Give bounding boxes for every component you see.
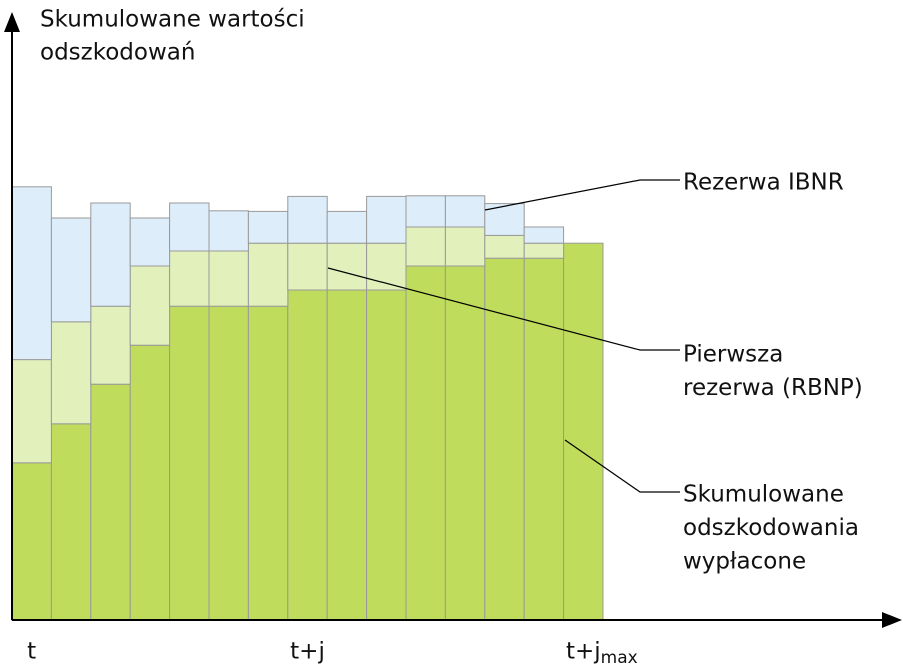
legend-label: rezerwa (RBNP) [683,375,863,401]
bar-segment [11,462,52,621]
bar-segment [405,195,446,228]
x-tick-subscript: max [601,648,638,668]
bar-segment [287,242,328,291]
y-axis-label: Skumulowane wartości [40,7,305,33]
bar-segment [405,226,446,267]
bar-segment [444,265,486,621]
leader-line [564,439,680,493]
bar-segment [247,210,289,244]
bar-segment [169,305,210,621]
bars [11,186,604,621]
bar-segment [208,305,249,621]
bar-segment [208,210,249,252]
bar-segment [563,242,604,621]
bar-segment [50,321,92,425]
bar-segment [90,202,131,307]
bar-segment [326,242,368,291]
bar-segment [50,423,92,621]
bar-segment [247,305,289,621]
bar-segment [11,359,52,464]
x-tick-label: t+j [566,639,601,665]
legend-label: wypłacone [683,549,806,575]
legend-label: Skumulowane [683,482,844,508]
x-tick-label: t [27,639,36,665]
bar-segment [129,265,171,346]
bar-segment [444,226,486,267]
y-axis-label: odszkodowań [40,40,195,66]
bar-segment [326,210,368,244]
bar-segment [50,217,92,323]
bar-segment [444,195,486,228]
bar-segment [326,289,368,621]
bar-segment [366,195,407,244]
leader-line [484,179,680,211]
bar-segment [287,195,328,244]
bar-segment [247,242,289,307]
bar-segment [484,234,525,259]
bar-segment [366,242,407,291]
x-tick-label: t+j [290,639,325,665]
bar-segment [129,217,171,267]
bar-segment [169,202,210,252]
bar-segment [523,242,565,259]
legend-label: Rezerwa IBNR [683,170,844,196]
bar-segment [523,257,565,621]
legend-label: odszkodowania [683,515,859,541]
bar-segment [523,226,565,244]
bar-segment [90,383,131,621]
bar-segment [90,305,131,385]
bar-segment [169,250,210,307]
bar-segment [208,250,249,307]
leader-line [327,267,680,351]
bar-segment [129,344,171,621]
legend-label: Pierwsza [683,342,783,368]
bar-segment [366,289,407,621]
bar-segment [405,265,446,621]
bar-segment [287,289,328,621]
bar-segment [484,257,525,621]
bar-segment [11,186,52,361]
